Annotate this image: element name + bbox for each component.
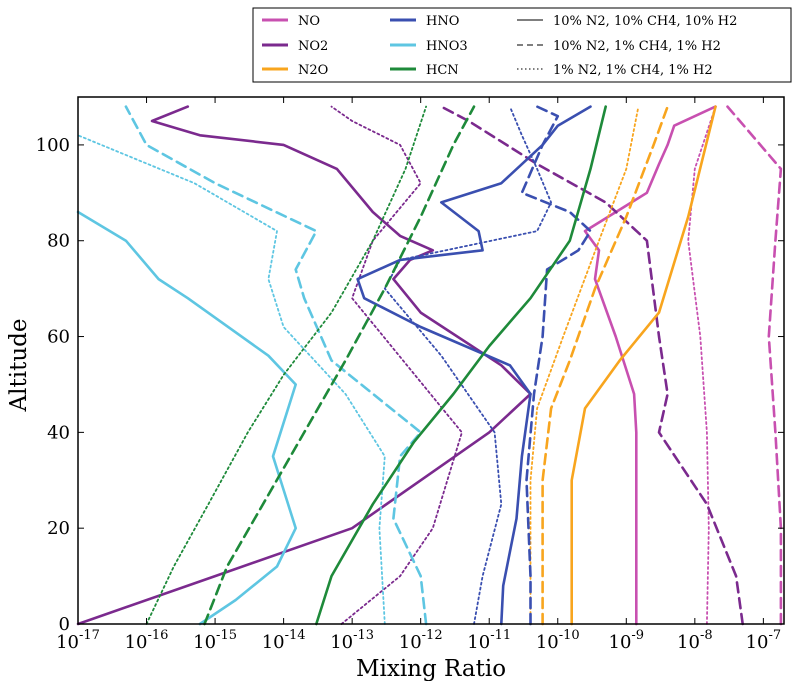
x-tick-label: 10-7 bbox=[746, 628, 782, 653]
x-tick-label: 10-13 bbox=[330, 628, 374, 653]
legend-label-solid: 10% N2, 10% CH4, 10% H2 bbox=[553, 14, 737, 29]
axes-layer: 10-17 10-16 10-15 10-14 10-13 10-12 10-11 10-10… bbox=[36, 97, 784, 653]
legend-label-dotted: 1% N2, 1% CH4, 1% H2 bbox=[553, 63, 713, 78]
series-hno-dotted bbox=[383, 105, 552, 625]
legend-label-hcn: HCN bbox=[426, 63, 459, 78]
legend-items: NO NO2 N2O HNO HNO3 HCN 10% N2, 10% CH4, 10% H… bbox=[262, 14, 737, 78]
legend-label-no: NO bbox=[298, 14, 320, 29]
series-no2-dashed bbox=[440, 105, 744, 626]
y-axis-title: Altitude bbox=[6, 319, 32, 413]
series-hno3-solid bbox=[76, 210, 297, 626]
plot-frame bbox=[77, 96, 785, 625]
y-tick-label: 100 bbox=[36, 135, 70, 156]
series-hcn-dashed bbox=[203, 105, 476, 626]
x-tick-label: 10-9 bbox=[609, 628, 645, 653]
series-n2o-solid bbox=[570, 105, 717, 626]
y-tick-label: 60 bbox=[47, 327, 70, 348]
series-layer bbox=[76, 105, 783, 626]
x-tick-label: 10-8 bbox=[677, 628, 713, 653]
x-tick-label: 10-11 bbox=[467, 628, 511, 653]
series-hcn-dotted bbox=[145, 105, 427, 625]
x-tick-label: 10-15 bbox=[193, 628, 237, 653]
y-tick-label: 40 bbox=[47, 422, 70, 443]
series-no2-dotted bbox=[330, 105, 463, 625]
x-tick-label: 10-14 bbox=[262, 628, 306, 653]
series-no-dotted bbox=[687, 105, 717, 625]
x-tick-label: 10-12 bbox=[399, 628, 443, 653]
y-tick-label: 80 bbox=[47, 231, 70, 252]
legend: NO NO2 N2O HNO HNO3 HCN 10% N2, 10% CH4, 10% H… bbox=[252, 7, 792, 83]
series-no-dashed bbox=[726, 105, 783, 626]
series-hno3-dotted bbox=[77, 134, 386, 625]
series-no-solid bbox=[583, 105, 717, 626]
series-n2o-dotted bbox=[529, 105, 640, 625]
legend-label-hno3: HNO3 bbox=[426, 39, 468, 54]
y-tick-label: 20 bbox=[47, 518, 70, 539]
x-tick-label: 10-17 bbox=[56, 628, 100, 653]
series-no2-solid bbox=[76, 105, 532, 626]
legend-label-hno: HNO bbox=[426, 14, 459, 29]
legend-label-n2o: N2O bbox=[298, 63, 328, 78]
series-hno-dashed bbox=[520, 105, 592, 626]
y-tick-label: 0 bbox=[59, 614, 70, 635]
x-tick-label: 10-10 bbox=[536, 628, 580, 653]
x-tick-label: 10-16 bbox=[125, 628, 169, 653]
x-axis-title: Mixing Ratio bbox=[356, 656, 506, 681]
series-n2o-dashed bbox=[541, 105, 669, 626]
series-hno-solid bbox=[356, 105, 592, 626]
series-hcn-solid bbox=[315, 105, 607, 626]
legend-label-no2: NO2 bbox=[298, 39, 328, 54]
legend-label-dashed: 10% N2, 1% CH4, 1% H2 bbox=[553, 39, 721, 54]
